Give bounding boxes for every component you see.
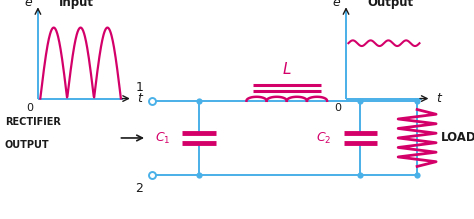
Text: $C_1$: $C_1$ — [155, 131, 171, 145]
Text: Output: Output — [367, 0, 413, 9]
Text: $t$: $t$ — [436, 92, 443, 105]
Text: $L$: $L$ — [282, 61, 292, 77]
Text: RECTIFIER: RECTIFIER — [5, 117, 61, 127]
Text: $C_2$: $C_2$ — [317, 131, 332, 145]
Text: $e$: $e$ — [24, 0, 33, 9]
Text: OUTPUT: OUTPUT — [5, 140, 49, 150]
Text: Input: Input — [59, 0, 94, 9]
Text: 0: 0 — [26, 103, 33, 113]
Text: $e$: $e$ — [332, 0, 341, 9]
Text: $t$: $t$ — [137, 92, 145, 105]
Text: 0: 0 — [334, 103, 341, 113]
Text: 1: 1 — [135, 81, 143, 94]
Text: LOAD: LOAD — [441, 131, 474, 145]
Text: 2: 2 — [135, 182, 143, 195]
